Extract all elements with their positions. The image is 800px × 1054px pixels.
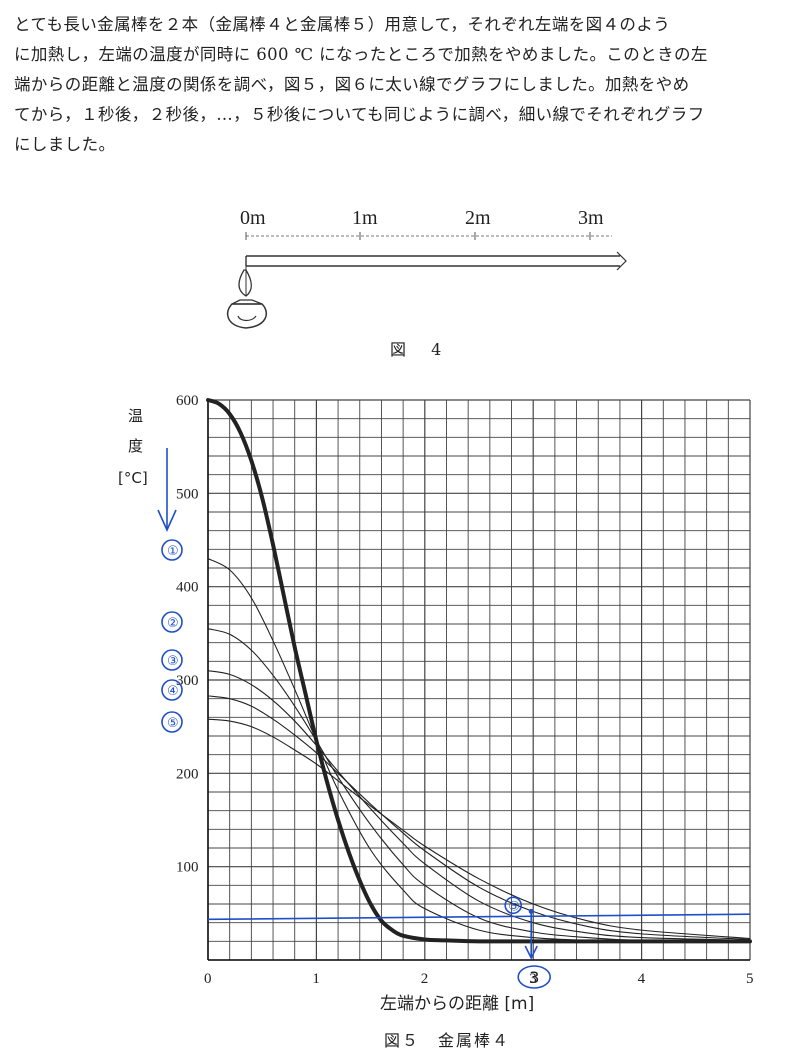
x-tick-label: 0 (204, 971, 212, 987)
y-tick-label: 200 (176, 766, 199, 782)
series-line-thin (207, 558, 751, 942)
y-tick-label: 600 (176, 393, 199, 409)
series-line-thin (207, 670, 751, 941)
burner-icon (226, 266, 268, 329)
problem-text: とても長い金属棒を２本（金属棒４と金属棒５）用意して，それぞれ左端を図４のよう … (14, 10, 790, 160)
circled-number-label: ③ (167, 654, 179, 669)
circled-number (161, 649, 183, 671)
series-line-thin (207, 628, 751, 942)
y-tick-label: 500 (176, 486, 199, 502)
figure-4-caption: 図 4 (390, 340, 452, 359)
problem-line: に加熱し，左端の温度が同時に 600 ℃ になったところで加熱をやめました。この… (14, 45, 708, 64)
ruler-label: 0m (240, 207, 266, 229)
circled-number-label: ④ (167, 684, 179, 699)
circled-number (161, 679, 183, 701)
series-line-thin (207, 695, 751, 941)
marker-annotations: ⑤3 (207, 896, 751, 989)
chart-grid (207, 399, 751, 961)
horizontal-reference-line (207, 913, 751, 921)
x-tick-label: 5 (746, 971, 754, 987)
figure-5-caption: 図５ 金属棒４ (384, 1031, 510, 1050)
y-tick-label: 400 (176, 580, 199, 596)
x-marker-label: 3 (529, 968, 539, 987)
figure-4: 0m 1m 2m 3m (226, 207, 627, 329)
ruler-label: 1m (352, 207, 378, 229)
problem-line: とても長い金属棒を２本（金属棒４と金属棒５）用意して，それぞれ左端を図４のよう (14, 15, 671, 34)
chart-series (206, 398, 752, 944)
x-tick-label: 1 (312, 971, 320, 987)
series-line-thick (206, 398, 752, 944)
chart-axes (207, 400, 750, 961)
circled-number (161, 611, 183, 633)
circled-number (161, 711, 183, 733)
problem-line: てから，１秒後，２秒後，…，５秒後についても同じように調べ，細い線でそれぞれグラ… (14, 105, 705, 124)
x-tick-label: 3 (529, 971, 537, 987)
y-axis-label-line: 温 (128, 407, 143, 425)
marker-dot (528, 908, 534, 914)
ruler-label: 2m (465, 207, 491, 229)
circled-number (161, 539, 183, 561)
problem-line: 端からの距離と温度の関係を調べ，図５，図６に太い線でグラフにしました。加熱をやめ (14, 75, 690, 94)
problem-line: にしました。 (14, 135, 116, 154)
y-tick-label: 100 (176, 860, 199, 876)
x-axis-label: 左端からの距離 [m] (380, 994, 534, 1014)
annotation-arrow (157, 448, 177, 532)
y-axis-label-line: 度 (128, 437, 143, 455)
circled-annotations: ① ② ③ ④ ⑤ (161, 539, 183, 733)
ruler-label: 3m (578, 207, 604, 229)
metal-rod (245, 251, 627, 271)
x-tick-label: 4 (638, 971, 646, 987)
circled-number-label: ① (167, 544, 179, 559)
y-axis-label-line: [°C] (118, 469, 148, 487)
x-tick-label: 2 (421, 971, 429, 987)
circled-number-label: ② (167, 616, 179, 631)
y-tick-label: 300 (176, 673, 199, 689)
marker-circle-label: ⑤ (508, 899, 520, 914)
x-marker-circle (517, 965, 552, 989)
circled-number-label: ⑤ (167, 716, 179, 731)
series-line-thin (207, 718, 751, 940)
chart-ticks: 0 1 2 3 4 5 100 200 300 400 500 600 (176, 393, 754, 987)
marker-circle (504, 896, 523, 915)
marker-arrow (524, 945, 538, 960)
